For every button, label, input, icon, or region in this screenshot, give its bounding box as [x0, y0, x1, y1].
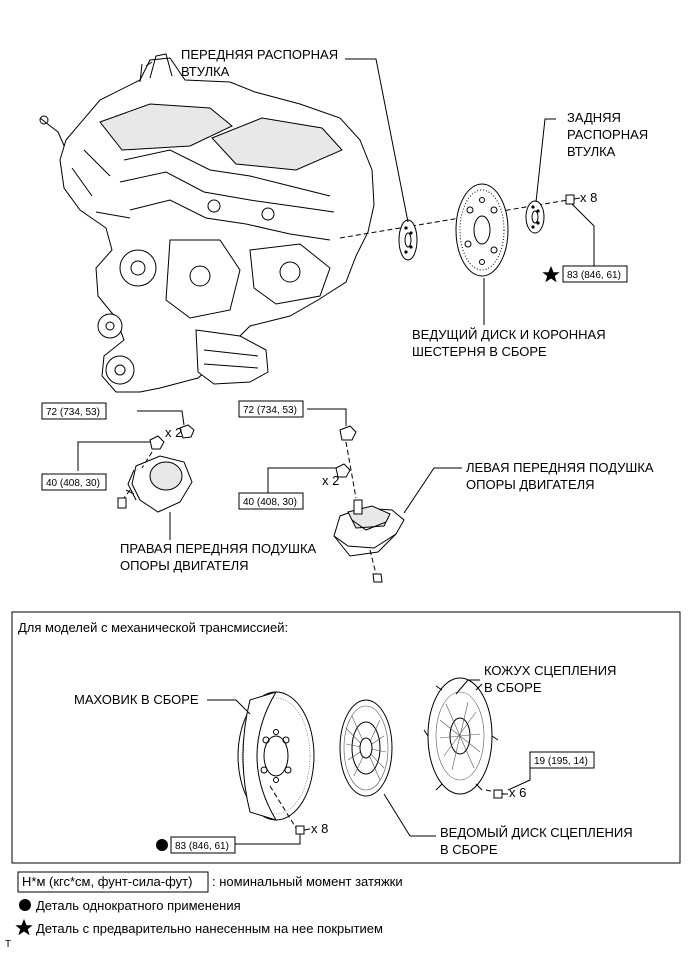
drive-plate-part: [455, 183, 509, 277]
torque-left-mount-upper: 72 (734, 53): [238, 400, 304, 418]
corner-mark: T: [5, 939, 11, 950]
legend: Н*м (кгс*см, фунт-сила-фут) : номинальны…: [5, 871, 403, 950]
torque-drive-plate-value: 83 (846, 61): [567, 270, 621, 281]
label-clutch-disc-1: ВЕДОМЫЙ ДИСК СЦЕПЛЕНИЯ: [440, 825, 633, 840]
label-drive-plate-1: ВЕДУЩИЙ ДИСК И КОРОННАЯ: [412, 327, 606, 342]
legend-non-reusable: Деталь однократного применения: [36, 898, 241, 913]
legend-dot-icon: [19, 899, 31, 911]
manual-transmission-box: [11, 611, 681, 864]
label-left-mount-1: ЛЕВАЯ ПЕРЕДНЯЯ ПОДУШКА: [466, 460, 654, 475]
right-mount-upper-nut: [179, 424, 195, 439]
torque-flywheel-value: 83 (846, 61): [175, 841, 229, 852]
right-mount-bolt: [117, 497, 127, 509]
left-mount-bolt: [372, 573, 383, 583]
flywheel-bolt-qty: x 8: [311, 821, 328, 836]
label-left-mount-2: ОПОРЫ ДВИГАТЕЛЯ: [466, 477, 595, 492]
torque-clutch-cover-value: 19 (195, 14): [534, 756, 588, 767]
clutch-cover-bolt-qty: x 6: [509, 785, 526, 800]
clutch-disc-part: [339, 699, 393, 797]
legend-torque-desc: : номинальный момент затяжки: [212, 874, 403, 889]
drive-plate-bolt-qty: x 8: [580, 190, 597, 205]
torque-drive-plate: 83 (846, 61): [562, 265, 628, 283]
left-mount-lower-nut: [335, 463, 351, 478]
front-spacer-part: [398, 219, 418, 261]
torque-flywheel: 83 (846, 61): [170, 836, 236, 854]
manual-section-title: Для моделей с механической трансмиссией:: [18, 620, 288, 635]
torque-right-mount-upper-value: 72 (734, 53): [46, 407, 100, 418]
torque-clutch-cover: 19 (195, 14): [529, 751, 595, 769]
left-mount-group: [267, 408, 462, 583]
clutch-cover-part: [423, 677, 499, 795]
torque-right-mount-lower: 40 (408, 30): [41, 473, 107, 491]
label-right-mount-1: ПРАВАЯ ПЕРЕДНЯЯ ПОДУШКА: [120, 541, 317, 556]
torque-left-mount-lower-value: 40 (408, 30): [243, 497, 297, 508]
drive-plate-bolt: [565, 194, 581, 205]
label-front-spacer-1: ПЕРЕДНЯЯ РАСПОРНАЯ: [181, 47, 338, 62]
torque-right-mount-upper: 72 (734, 53): [41, 402, 107, 420]
legend-torque-unit: Н*м (кгс*см, фунт-сила-фут): [22, 874, 192, 889]
label-front-spacer-2: ВТУЛКА: [181, 64, 230, 79]
flywheel-bolt: [295, 825, 311, 835]
torque-right-mount-lower-value: 40 (408, 30): [46, 478, 100, 489]
label-drive-plate-2: ШЕСТЕРНЯ В СБОРЕ: [412, 344, 547, 359]
clutch-cover-bolt: [493, 789, 508, 799]
right-mount-nut-qty: x 2: [165, 425, 182, 440]
right-mount-group: [77, 410, 195, 540]
right-mount-insulator: [125, 455, 193, 513]
right-mount-lower-nut: [149, 435, 165, 450]
non-reusable-dot-icon: [156, 839, 168, 851]
left-mount-upper-nut: [339, 425, 357, 441]
label-clutch-cover-2: В СБОРЕ: [484, 680, 542, 695]
left-mount-insulator: [333, 499, 405, 557]
engine-illustration: [39, 53, 375, 393]
label-clutch-cover-1: КОЖУХ СЦЕПЛЕНИЯ: [484, 663, 616, 678]
rear-spacer-part: [525, 200, 545, 234]
torque-left-mount-upper-value: 72 (734, 53): [243, 405, 297, 416]
label-flywheel: МАХОВИК В СБОРЕ: [74, 692, 199, 707]
label-clutch-disc-2: В СБОРЕ: [440, 842, 498, 857]
left-mount-nut-qty: x 2: [322, 473, 339, 488]
drive-plate-group: x 8: [339, 58, 597, 325]
label-rear-spacer-2: РАСПОРНАЯ: [567, 127, 648, 142]
part-labels: ПЕРЕДНЯЯ РАСПОРНАЯ ВТУЛКА ЗАДНЯЯ РАСПОРН…: [18, 47, 654, 857]
label-rear-spacer-3: ВТУЛКА: [567, 144, 616, 159]
precoated-star-icon: [542, 266, 560, 283]
torque-left-mount-lower: 40 (408, 30): [238, 492, 304, 510]
label-rear-spacer-1: ЗАДНЯЯ: [567, 110, 621, 125]
label-right-mount-2: ОПОРЫ ДВИГАТЕЛЯ: [120, 558, 249, 573]
legend-precoated: Деталь с предварительно нанесенным на не…: [36, 921, 383, 936]
flywheel-part: [237, 691, 315, 821]
legend-star-icon: [15, 919, 33, 936]
